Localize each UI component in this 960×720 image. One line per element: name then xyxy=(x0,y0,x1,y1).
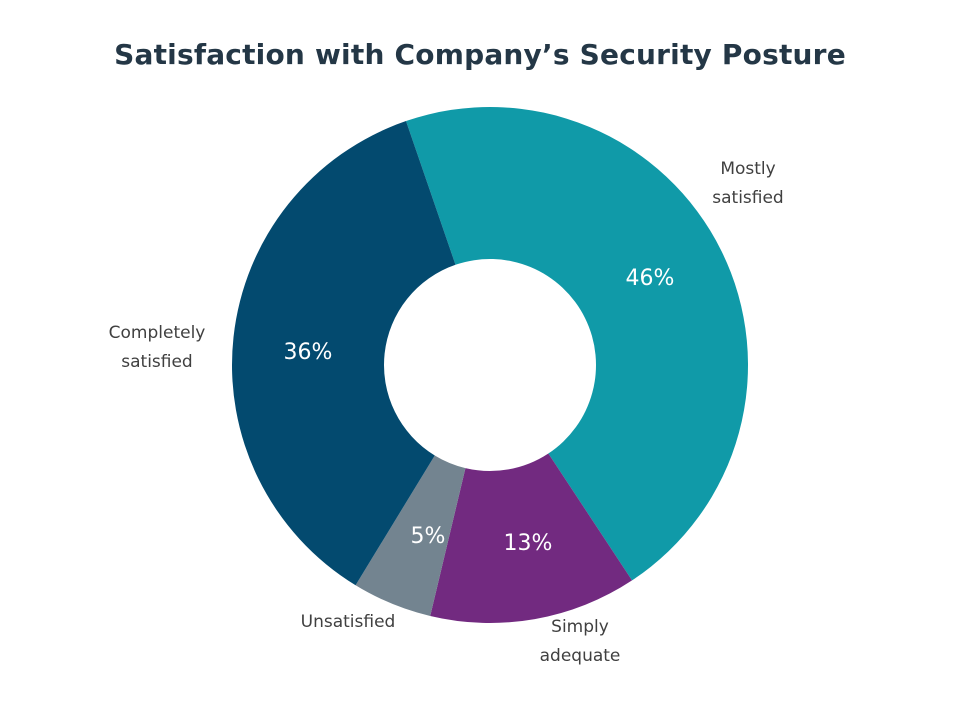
value-label-completely-satisfied: 36% xyxy=(284,340,333,365)
value-label-mostly-satisfied: 46% xyxy=(626,266,675,291)
category-label-simply-adequate: Simply adequate xyxy=(540,617,621,666)
slice-completely-satisfied xyxy=(232,121,456,586)
slice-simply-adequate xyxy=(430,453,633,624)
slice-unsatisfied xyxy=(355,455,466,616)
category-label-unsatisfied: Unsatisfied xyxy=(301,612,396,632)
category-label-completely-satisfied: Completely satisfied xyxy=(109,323,206,372)
chart-title: Satisfaction with Company’s Security Pos… xyxy=(114,38,846,71)
slice-mostly-satisfied xyxy=(406,106,749,581)
value-label-unsatisfied: 5% xyxy=(411,524,446,549)
category-label-mostly-satisfied: Mostly satisfied xyxy=(712,159,783,208)
value-label-simply-adequate: 13% xyxy=(504,531,553,556)
